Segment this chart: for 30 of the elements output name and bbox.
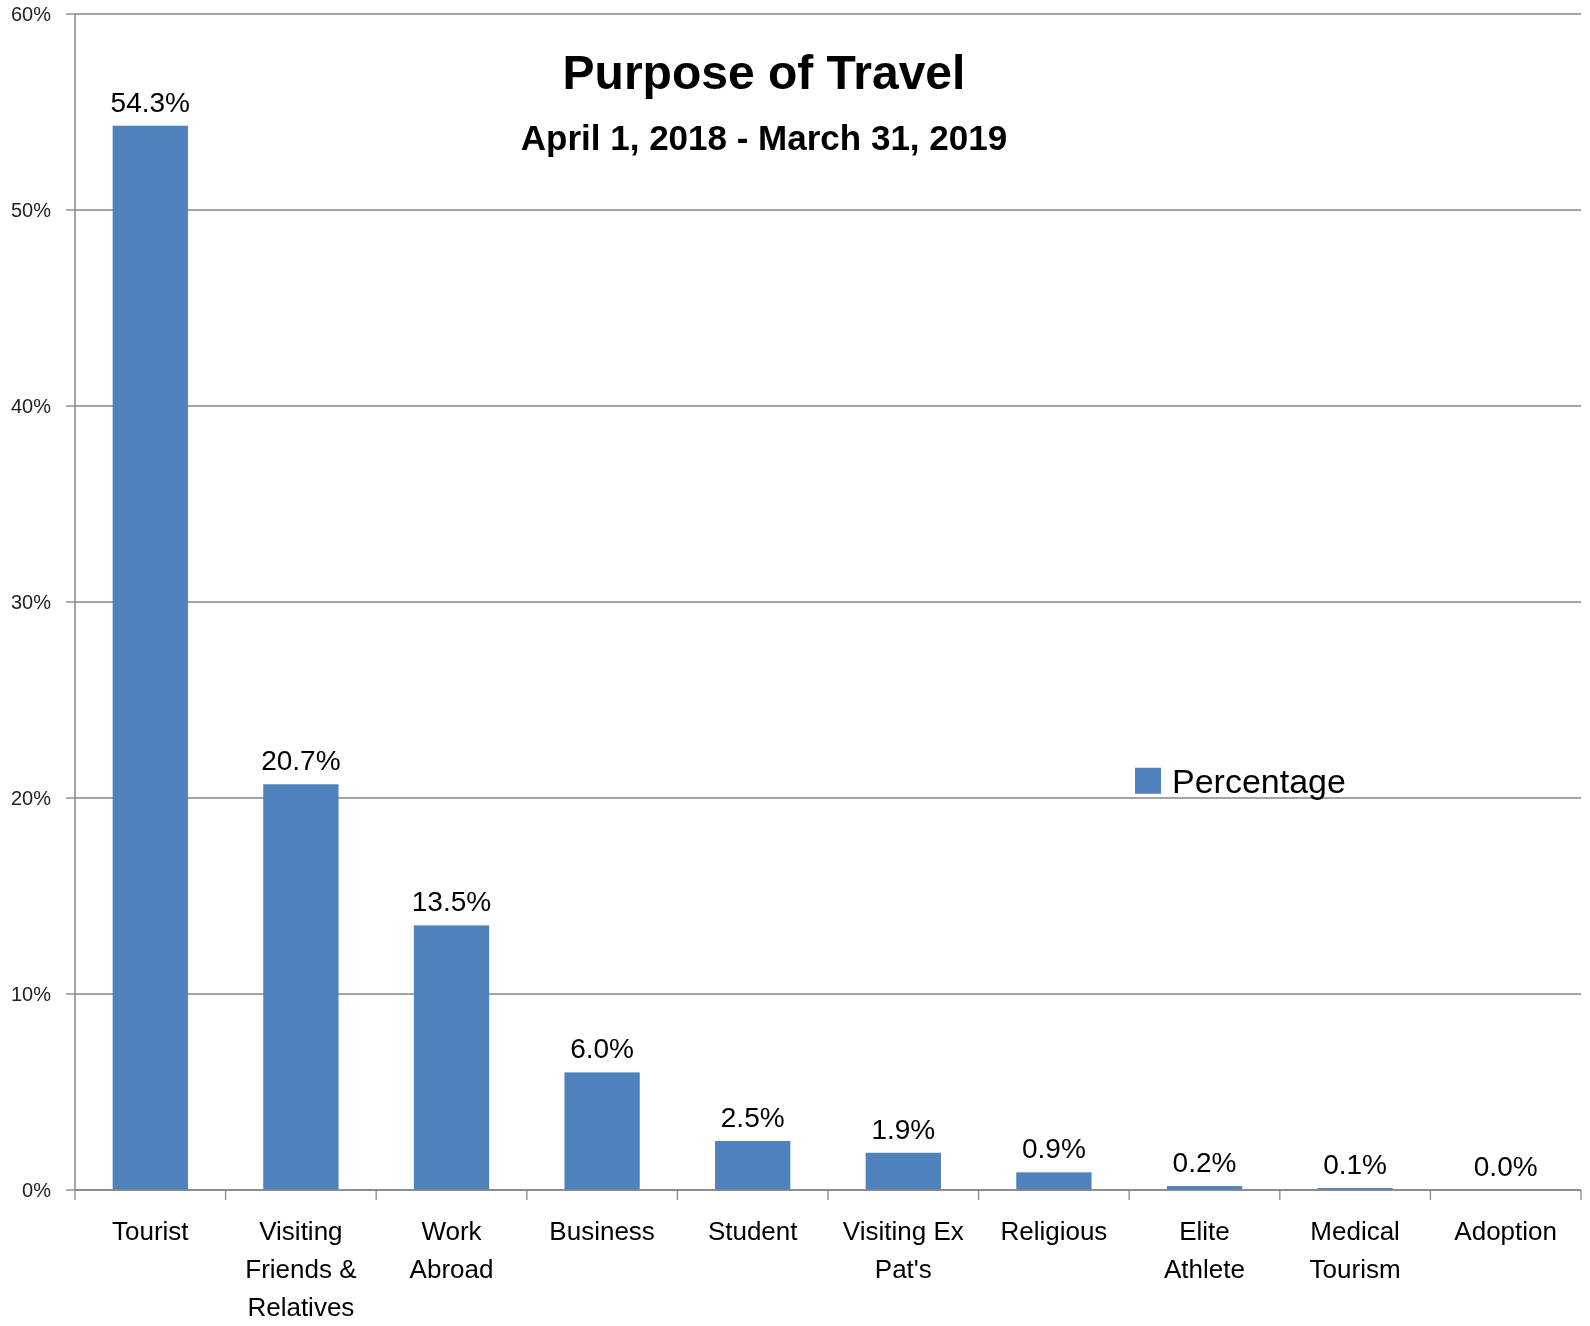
data-label: 0.2%	[1172, 1147, 1237, 1179]
text: April 1, 2018 - March 31, 2019	[520, 118, 1008, 157]
x-tick-label: Medical Tourism	[1309, 1216, 1401, 1284]
data-label: 0.1%	[1323, 1149, 1388, 1181]
legend-label: Percentage	[1172, 761, 1346, 800]
x-tick-label: Religious	[1000, 1216, 1108, 1246]
x-tick-label: Student	[707, 1216, 799, 1246]
x-tick-label: Tourist	[112, 1216, 190, 1246]
x-tick-label: Elite Athlete	[1164, 1216, 1245, 1284]
y-tick-label: 10%	[10, 983, 52, 1005]
x-tick-label: Visiting Ex Pat's	[842, 1216, 964, 1284]
x-tick-label: Adoption	[1454, 1216, 1558, 1246]
y-tick-label: 30%	[10, 591, 52, 613]
data-label: 2.5%	[720, 1102, 785, 1133]
data-label: 1.9%	[871, 1113, 936, 1145]
data-label: 0.0%	[1473, 1151, 1538, 1182]
data-label: 20.7%	[261, 745, 341, 777]
y-tick-label: 40%	[10, 395, 52, 417]
y-tick-label: 60%	[10, 3, 52, 25]
y-tick-label: 0%	[22, 1179, 52, 1201]
x-tick-label: Business	[549, 1216, 655, 1246]
x-tick-label: Work Abroad	[409, 1216, 494, 1284]
text: Purpose of Travel	[562, 46, 966, 99]
data-label: 13.5%	[411, 886, 492, 918]
data-label: 0.9%	[1021, 1133, 1086, 1165]
x-tick-label: Visiting Friends & Relatives	[245, 1216, 357, 1322]
y-tick-label: 50%	[10, 199, 52, 221]
data-label: 54.3%	[110, 86, 190, 118]
data-label: 6.0%	[570, 1033, 635, 1065]
y-tick-label: 20%	[10, 787, 52, 809]
